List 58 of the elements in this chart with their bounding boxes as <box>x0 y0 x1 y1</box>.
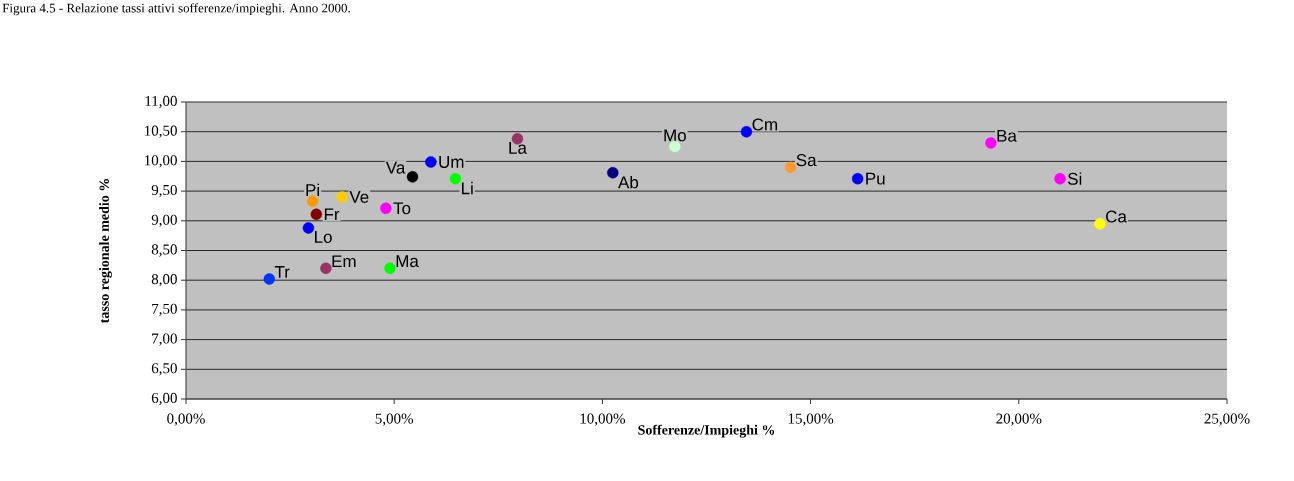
x-tick-label: 15,00% <box>788 413 834 426</box>
x-axis-title: Sofferenze/Impieghi % <box>638 424 775 438</box>
y-tick-label: 6,00 <box>151 392 177 406</box>
x-tick-label: 25,00% <box>1204 413 1250 426</box>
x-tick-label: 0,00% <box>167 413 205 426</box>
point <box>784 161 797 174</box>
series-label: Pi <box>306 183 319 196</box>
point <box>607 166 619 179</box>
series-label: Fr <box>324 208 340 221</box>
y-tick-label: 8,50 <box>151 244 177 257</box>
series-label: Lo <box>315 231 332 243</box>
series-label: La <box>509 142 527 154</box>
series-label: Ba <box>997 129 1017 142</box>
series-label: Mo <box>664 129 686 142</box>
x-tick-label: 20,00% <box>996 413 1042 426</box>
y-tick-label: 10,00 <box>145 155 177 168</box>
series-label: Li <box>462 181 473 195</box>
y-tick-label: 7,50 <box>152 303 177 317</box>
y-axis-title: tasso regionale medio % <box>99 179 112 324</box>
series-label: Ma <box>396 255 419 268</box>
x-tick-label: 10,00% <box>580 413 626 426</box>
series-label: Um <box>439 156 464 168</box>
point <box>336 191 348 203</box>
point <box>406 171 419 183</box>
point <box>425 156 437 168</box>
series-label: Ve <box>349 191 369 203</box>
series-label: Si <box>1067 172 1082 185</box>
y-tick-label: 9,50 <box>151 184 177 198</box>
series-label: Cm <box>752 118 777 131</box>
point <box>449 172 462 185</box>
point <box>1094 218 1106 230</box>
point <box>985 137 997 149</box>
point <box>306 195 319 207</box>
series-label: To <box>393 202 411 215</box>
y-tick-label: 9,00 <box>151 214 177 227</box>
point <box>263 273 275 285</box>
y-tick-label: 6,50 <box>151 363 177 376</box>
series-label: Ab <box>618 175 639 189</box>
point <box>740 126 753 138</box>
series-label: Pu <box>866 172 885 185</box>
point <box>380 202 392 215</box>
y-tick-label: 8,00 <box>151 274 177 287</box>
series-label: Em <box>332 255 356 268</box>
point <box>302 222 315 234</box>
y-tick-label: 7,00 <box>152 333 177 346</box>
point <box>310 208 323 220</box>
point <box>1054 172 1066 185</box>
point <box>851 172 864 185</box>
point <box>320 262 332 275</box>
series-label: Va <box>385 161 406 174</box>
series-label: Sa <box>796 154 817 167</box>
x-tick-label: 5,00% <box>375 413 414 426</box>
chart-title: Figura 4.5 - Relazione tassi attivi sofferenze/impieghi. Anno 2000. <box>2 3 350 16</box>
point <box>384 262 396 275</box>
y-tick-label: 10,50 <box>145 125 177 138</box>
y-tick-label: 11,00 <box>145 95 177 109</box>
series-label: Tr <box>274 266 290 278</box>
series-label: Ca <box>1106 210 1127 223</box>
